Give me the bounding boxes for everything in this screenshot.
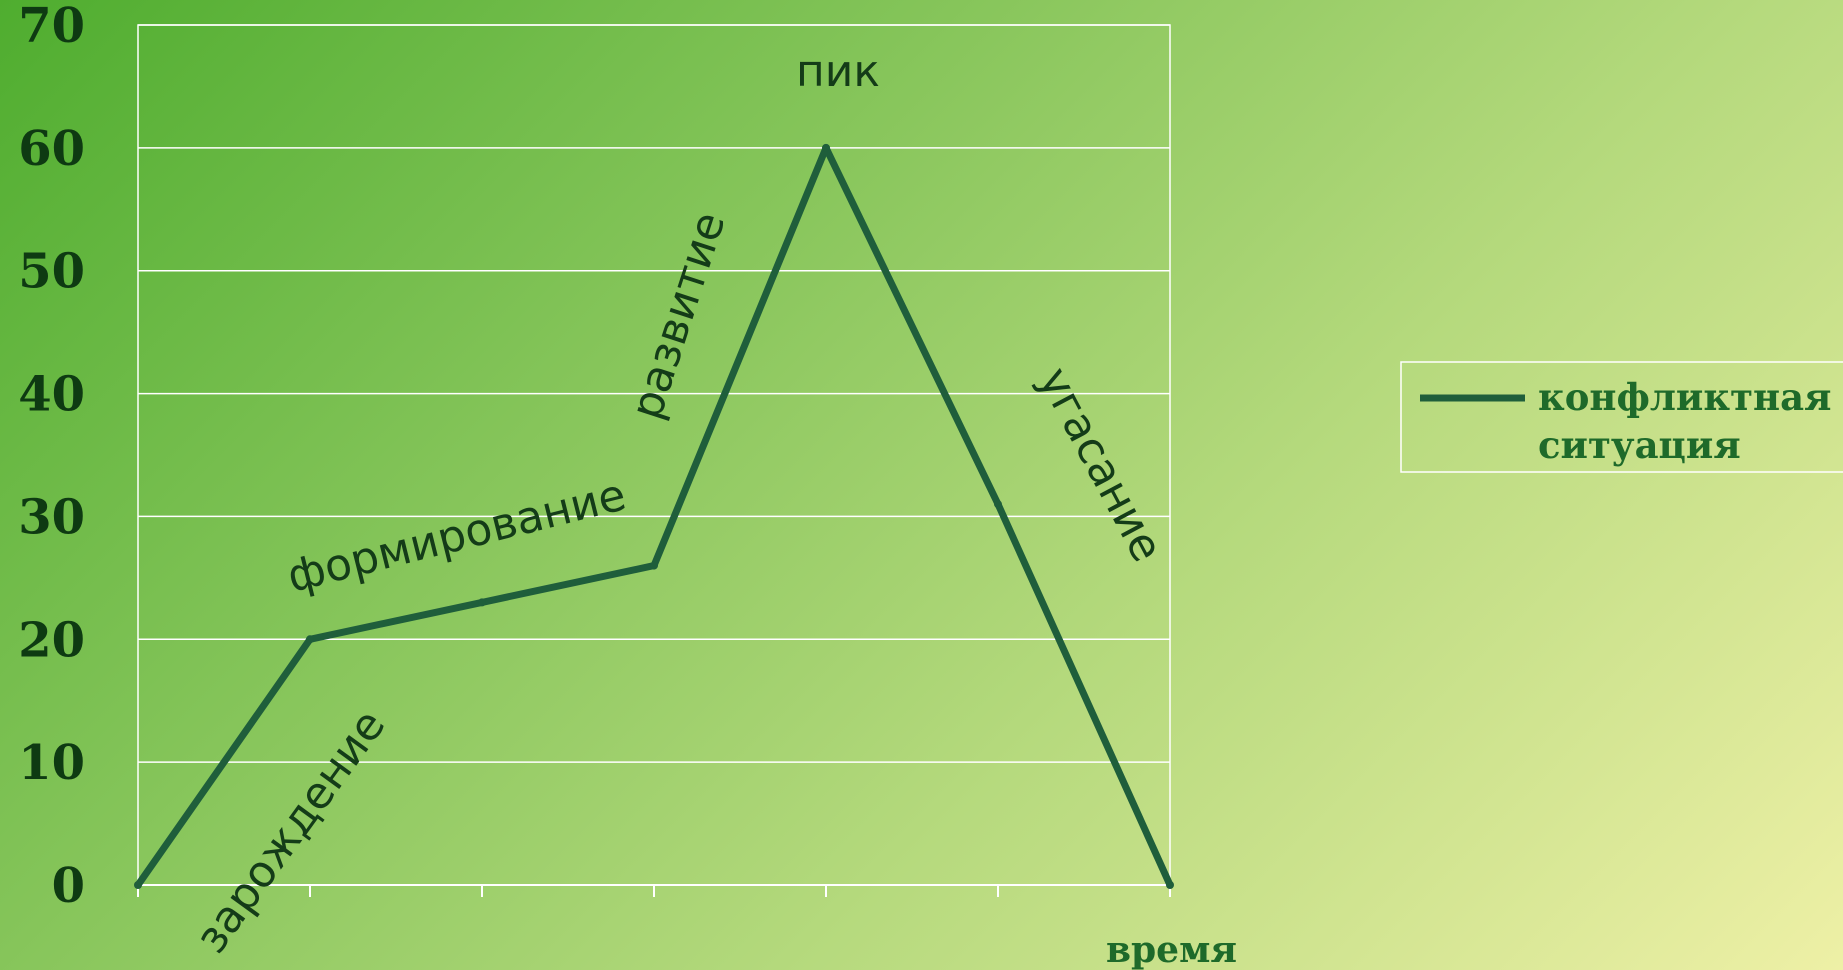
x-axis-ticks xyxy=(137,884,1171,897)
data-point xyxy=(822,143,830,152)
data-point xyxy=(994,500,1002,509)
y-tick-label: 20 xyxy=(18,612,85,668)
data-point xyxy=(650,561,658,570)
y-tick-label: 0 xyxy=(52,858,85,914)
y-tick-label: 70 xyxy=(18,0,85,54)
legend-label-line1: конфликтная xyxy=(1538,375,1831,419)
plot-area xyxy=(137,24,1171,886)
annotation-development: развитие xyxy=(621,206,736,425)
annotation-origin: зарождение xyxy=(186,700,396,962)
data-point xyxy=(306,635,314,644)
y-tick-label: 60 xyxy=(18,121,85,177)
y-tick-label: 50 xyxy=(18,244,85,300)
legend-box xyxy=(1400,361,1843,473)
legend: конфликтная ситуация xyxy=(1400,361,1843,473)
y-tick-label: 30 xyxy=(18,489,85,545)
annotation-peak: пик xyxy=(796,46,880,97)
y-tick-label: 40 xyxy=(18,367,85,423)
annotation-decline: угасание xyxy=(1028,359,1172,570)
x-axis-label: время xyxy=(1106,929,1237,970)
y-tick-label: 10 xyxy=(18,735,85,791)
data-point xyxy=(1166,881,1174,889)
legend-label-line2: ситуация xyxy=(1538,423,1741,467)
y-axis-ticks: 0 10 20 30 40 50 60 70 xyxy=(18,0,85,914)
data-point xyxy=(478,598,486,607)
data-point xyxy=(134,881,142,889)
